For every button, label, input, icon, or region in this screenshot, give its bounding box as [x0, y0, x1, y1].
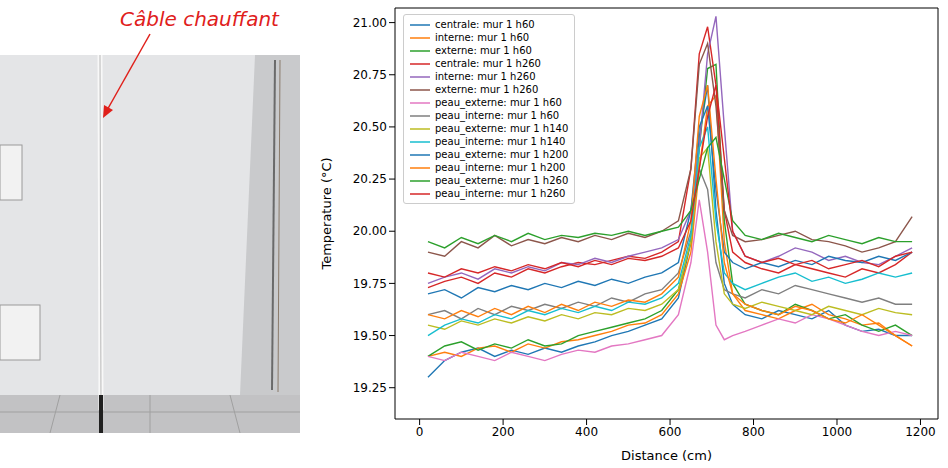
svg-text:20.00: 20.00: [353, 224, 387, 238]
svg-text:Distance (cm): Distance (cm): [621, 448, 712, 463]
svg-text:21.00: 21.00: [353, 16, 387, 30]
svg-text:800: 800: [742, 425, 765, 439]
html-text:centrale: mur 1 h60: centrale: mur 1 h60: [435, 19, 535, 30]
svg-text:1200: 1200: [905, 425, 936, 439]
svg-text:19.25: 19.25: [353, 381, 387, 395]
svg-text:400: 400: [575, 425, 598, 439]
html-text:centrale: mur 1 h260: centrale: mur 1 h260: [435, 58, 541, 69]
svg-text:19.75: 19.75: [353, 277, 387, 291]
svg-text:20.25: 20.25: [353, 172, 387, 186]
svg-text:1000: 1000: [822, 425, 853, 439]
svg-text:Câble chauffant: Câble chauffant: [120, 7, 280, 31]
html-text:interne: mur 1 h60: interne: mur 1 h60: [435, 32, 530, 43]
svg-text:0: 0: [416, 425, 424, 439]
html-text:peau_externe: mur 1 h260: peau_externe: mur 1 h260: [435, 175, 569, 186]
svg-text:600: 600: [659, 425, 682, 439]
html-text:interne: mur 1 h260: interne: mur 1 h260: [435, 71, 536, 82]
svg-text:20.50: 20.50: [353, 120, 387, 134]
html-text:peau_interne: mur 1 h140: peau_interne: mur 1 h140: [435, 136, 566, 147]
html-text:peau_interne: mur 1 h60: peau_interne: mur 1 h60: [435, 110, 560, 121]
html-text:peau_externe: mur 1 h140: peau_externe: mur 1 h140: [435, 123, 569, 134]
html-text:externe: mur 1 h60: externe: mur 1 h60: [435, 45, 532, 56]
html-text:peau_interne: mur 1 h260: peau_interne: mur 1 h260: [435, 188, 566, 199]
html-text:peau_interne: mur 1 h200: peau_interne: mur 1 h200: [435, 162, 566, 173]
html-text:peau_externe: mur 1 h60: peau_externe: mur 1 h60: [435, 97, 562, 108]
svg-text:19.50: 19.50: [353, 329, 387, 343]
html-text:peau_externe: mur 1 h200: peau_externe: mur 1 h200: [435, 149, 569, 160]
html-text:externe: mur 1 h260: externe: mur 1 h260: [435, 84, 539, 95]
svg-text:Temperature (°C): Temperature (°C): [320, 157, 334, 270]
svg-text:200: 200: [492, 425, 515, 439]
svg-text:20.75: 20.75: [353, 68, 387, 82]
